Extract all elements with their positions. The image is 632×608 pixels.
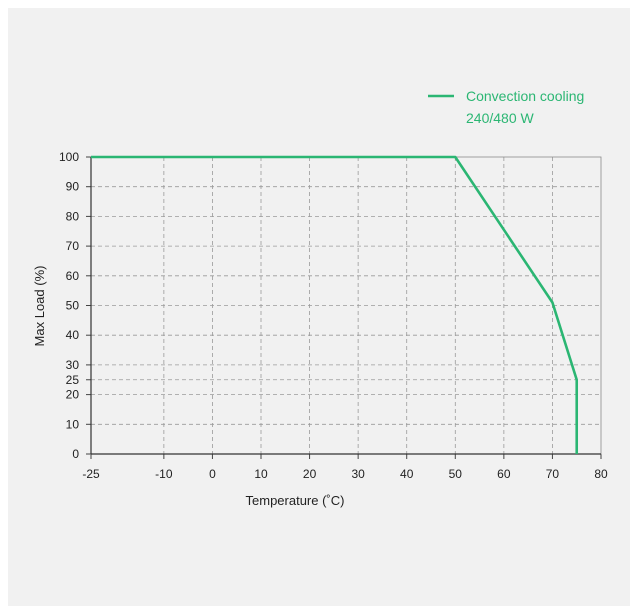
y-tick-label: 30 <box>66 358 80 372</box>
legend-label: Convection cooling <box>466 88 584 104</box>
series-line-convection-cooling <box>91 155 579 454</box>
y-tick-label: 100 <box>59 150 79 164</box>
chart-panel: 0 10 20 25 30 40 50 60 70 80 90 100 -25 -10 0 10 20 30 40… <box>8 8 630 606</box>
y-tick-label: 25 <box>66 373 80 387</box>
x-tick-label: 70 <box>546 467 560 481</box>
x-tick-label: -10 <box>155 467 173 481</box>
x-tick-labels: -25 -10 0 10 20 30 40 50 60 70 80 <box>82 467 608 481</box>
axes <box>86 156 602 459</box>
x-tick-label: 80 <box>594 467 608 481</box>
legend: Convection cooling 240/480 W <box>428 88 584 126</box>
legend-label-line2: 240/480 W <box>466 110 534 126</box>
y-tick-label: 60 <box>66 269 80 283</box>
y-tick-label: 40 <box>66 328 80 342</box>
x-tick-label: 40 <box>400 467 414 481</box>
y-tick-label: 50 <box>66 299 80 313</box>
x-tick-label: 10 <box>254 467 268 481</box>
grid <box>91 157 601 454</box>
x-tick-label: -25 <box>82 467 100 481</box>
y-tick-label: 70 <box>66 239 80 253</box>
y-tick-label: 0 <box>72 447 79 461</box>
y-tick-label: 20 <box>66 388 80 402</box>
x-tick-label: 60 <box>497 467 511 481</box>
y-tick-label: 80 <box>66 209 80 223</box>
y-tick-label: 90 <box>66 180 80 194</box>
x-axis-title: Temperature (˚C) <box>246 493 345 508</box>
x-tick-label: 50 <box>449 467 463 481</box>
x-tick-label: 30 <box>351 467 365 481</box>
y-axis-title: Max Load (%) <box>32 266 47 347</box>
x-tick-label: 20 <box>303 467 317 481</box>
x-tick-label: 0 <box>209 467 216 481</box>
y-tick-label: 10 <box>66 417 80 431</box>
series-layer <box>91 155 579 454</box>
